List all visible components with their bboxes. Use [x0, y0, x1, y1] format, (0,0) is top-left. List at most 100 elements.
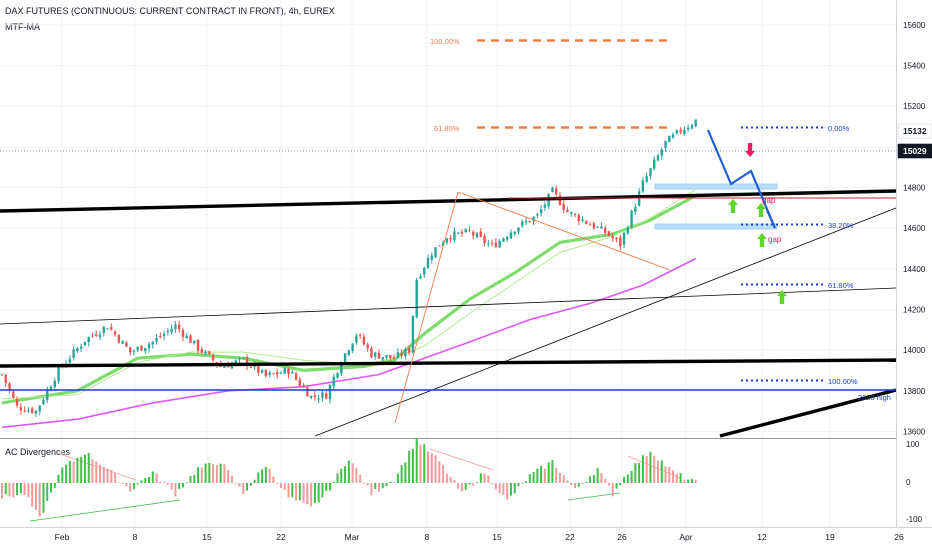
oscillator-bar: [619, 483, 622, 485]
divergence-line: [567, 492, 621, 501]
y-tick-label: 14400: [903, 265, 926, 274]
candle-body: [147, 344, 151, 349]
candle-body: [283, 368, 286, 374]
candle-body: [449, 238, 452, 240]
candle-body: [79, 346, 83, 349]
candle-body: [653, 159, 656, 169]
oscillator-bar: [453, 480, 456, 483]
candle-body: [38, 405, 41, 412]
candle-body: [445, 238, 449, 243]
candle-body: [351, 343, 354, 352]
candle-body: [554, 188, 558, 195]
oscillator-bar: [525, 481, 528, 483]
oscillator-bar: [351, 463, 354, 483]
candle-body: [0, 374, 4, 376]
y-tick-label: 14000: [903, 346, 926, 355]
candle-body: [208, 351, 211, 355]
candle-body: [490, 242, 494, 244]
oscillator-bar: [491, 483, 494, 485]
y-tick-label: 15600: [903, 21, 926, 30]
candle-body: [675, 129, 679, 134]
y-tick-label: 14800: [903, 183, 926, 192]
oscillator-bar: [321, 483, 324, 498]
candle-body: [370, 348, 373, 358]
x-tick-label: 22: [276, 532, 286, 542]
oscillator-bar: [208, 462, 211, 483]
oscillator-bar: [163, 482, 166, 484]
candle-body: [472, 231, 475, 236]
candle-body: [456, 232, 460, 234]
oscillator-bar: [68, 460, 71, 483]
candle-body: [27, 410, 30, 412]
oscillator-bar: [23, 483, 26, 496]
candle-body: [23, 410, 26, 412]
oscillator-bar: [570, 483, 573, 486]
candle-body: [159, 336, 162, 338]
candle-body: [34, 410, 38, 414]
oscillator-bar: [178, 483, 181, 489]
candle-body: [464, 229, 467, 233]
candle-body: [668, 135, 671, 143]
oscillator-bar: [592, 475, 595, 483]
oscillator-bar: [585, 481, 588, 483]
oscillator-bar: [91, 459, 94, 483]
oscillator-bar: [313, 483, 316, 504]
oscillator-bar: [95, 461, 98, 483]
oscillator-bar: [615, 483, 618, 489]
candle-body: [53, 380, 56, 388]
oscillator-bar: [46, 483, 49, 501]
candle-body: [177, 324, 181, 330]
candle-body: [381, 357, 384, 360]
candle-body: [596, 226, 599, 228]
candle-body: [521, 221, 524, 226]
fib-100-label: 100.00%: [430, 37, 460, 46]
oscillator-bar: [332, 482, 335, 483]
oscillator-bar: [517, 483, 520, 487]
oscillator-bar: [212, 464, 215, 483]
candle-body: [366, 344, 369, 349]
y-tick-label: 13600: [903, 427, 926, 436]
y-tick-label: 14200: [903, 305, 926, 314]
oscillator-bar: [664, 466, 667, 483]
candle-body: [404, 349, 407, 357]
oscillator-bar: [181, 483, 184, 488]
oscillator-bar: [675, 473, 678, 483]
oscillator-bar: [683, 479, 686, 483]
oscillator-bar: [442, 464, 445, 483]
oscillator-bar: [498, 483, 501, 494]
candle-body: [441, 242, 445, 246]
oscillator-bar: [589, 476, 592, 483]
x-tick-label: 8: [425, 532, 430, 542]
candle-body: [374, 352, 377, 357]
candle-body: [204, 351, 207, 354]
price-axis-bg: [897, 0, 932, 527]
arrow-up-icon: [728, 199, 738, 213]
candle-body: [253, 364, 256, 368]
candle-body: [200, 349, 204, 353]
oscillator-bar: [125, 483, 128, 487]
candle-body: [185, 335, 188, 339]
oscillator-bar: [672, 470, 675, 483]
y-tick-label: 14600: [903, 224, 926, 233]
candle-body: [223, 366, 226, 368]
candle-body: [340, 363, 343, 374]
candle-body: [121, 340, 124, 344]
candle-body: [611, 236, 614, 239]
oscillator-bar: [366, 483, 369, 486]
oscillator-bar: [562, 475, 565, 483]
oscillator-bar: [159, 481, 162, 483]
x-tick-label: Feb: [55, 532, 70, 542]
oscillator-bar: [34, 483, 37, 510]
candle-body: [15, 398, 19, 406]
x-tick-label: 12: [757, 532, 767, 542]
oscillator-bar: [110, 469, 113, 483]
candle-body: [607, 231, 611, 236]
candle-body: [694, 119, 697, 127]
candle-body: [336, 372, 339, 378]
divergence-line: [59, 453, 137, 481]
candle-body: [539, 209, 543, 214]
oscillator-bar: [596, 468, 599, 483]
candle-body: [438, 245, 441, 247]
candle-body: [136, 346, 139, 351]
